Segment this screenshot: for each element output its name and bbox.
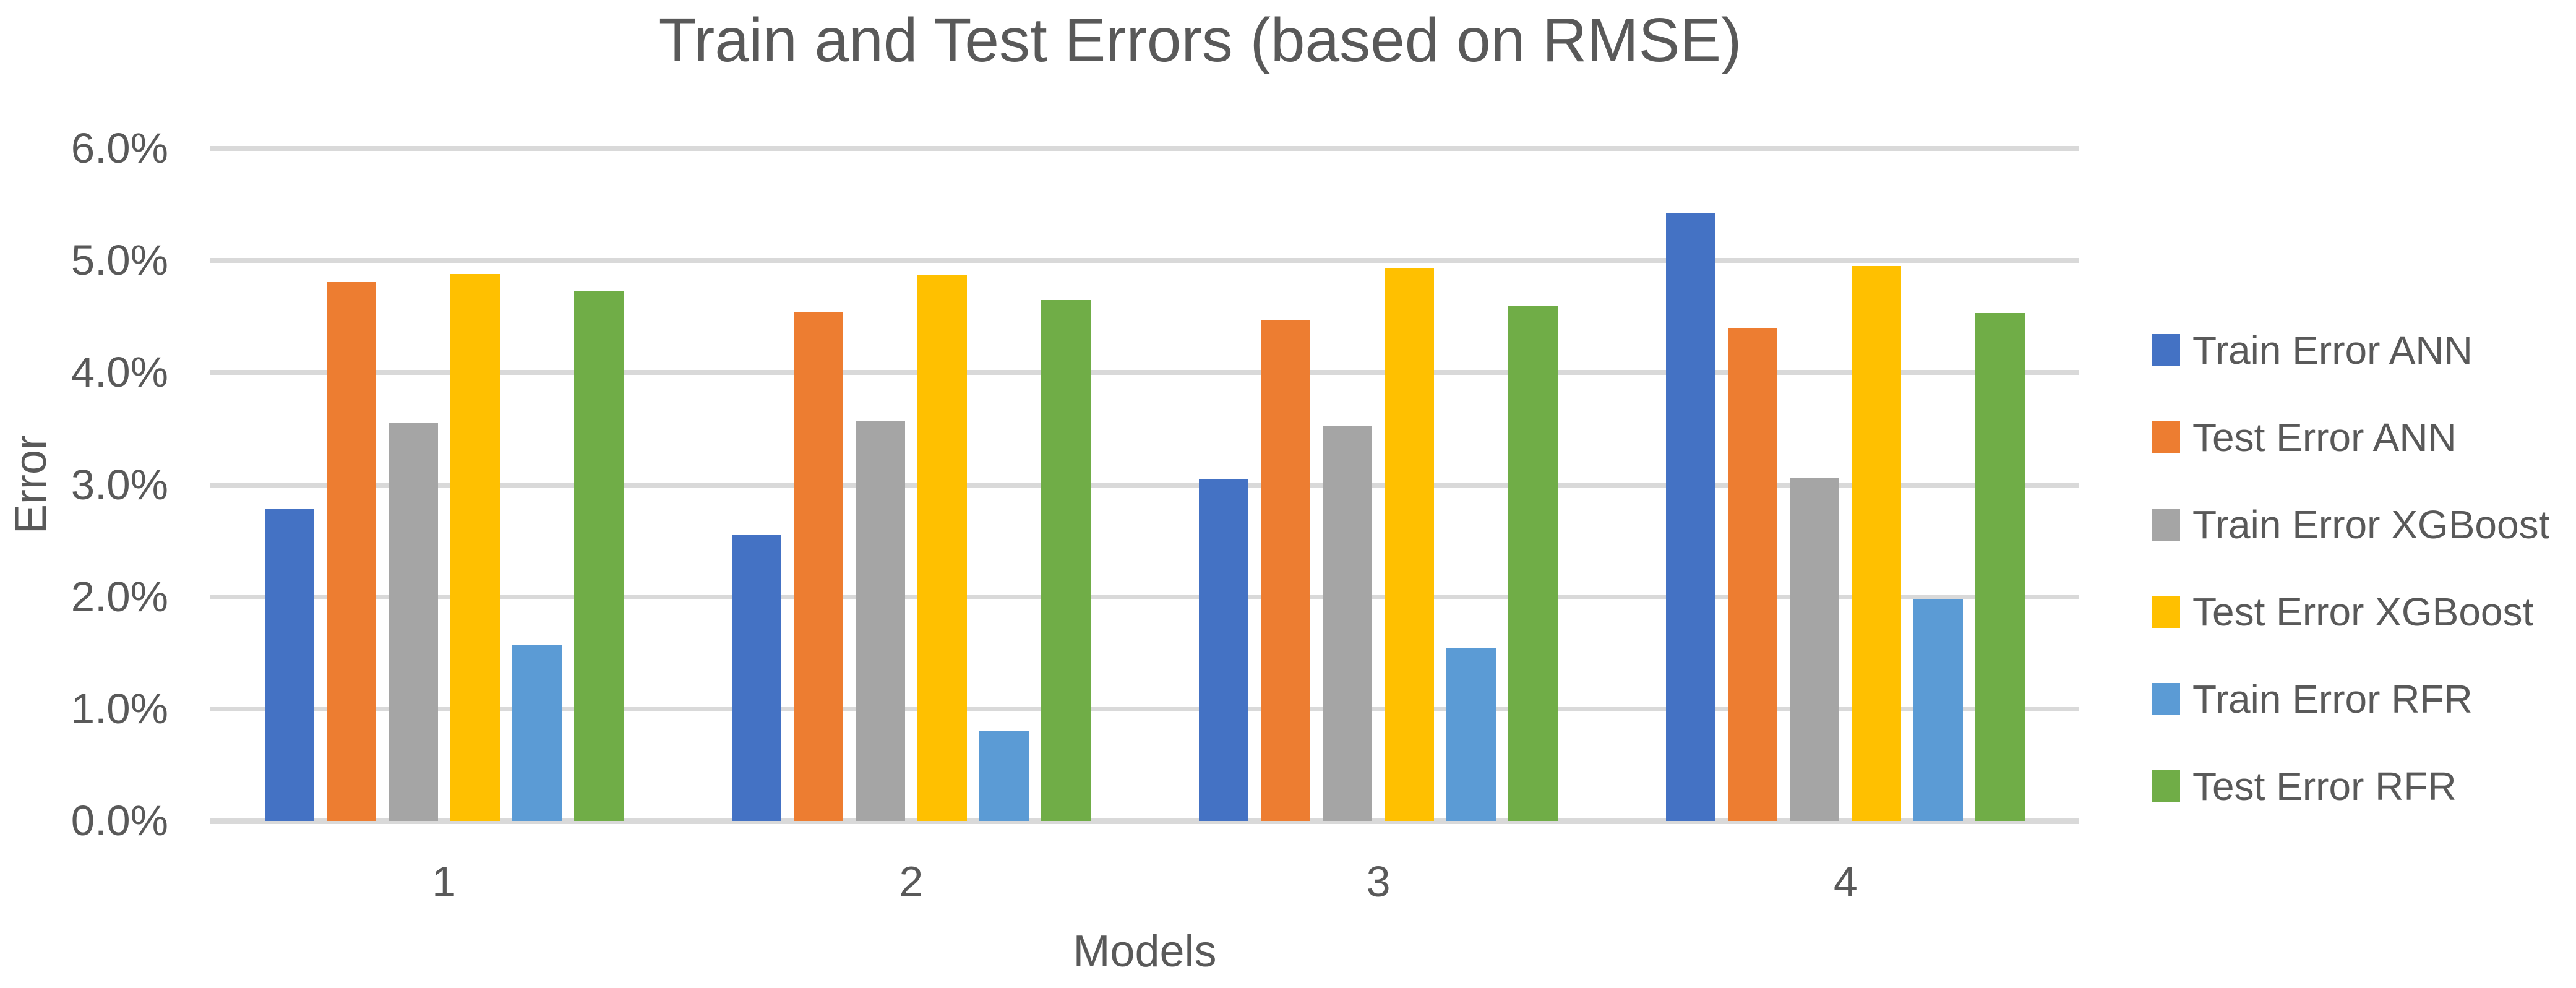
bar-train-error-xgboost-model-1	[388, 423, 438, 821]
x-tick-label-4: 4	[1833, 857, 1858, 906]
y-tick-label: 4.0%	[71, 348, 168, 397]
chart-title: Train and Test Errors (based on RMSE)	[658, 6, 1742, 75]
bar-test-error-rfr-model-1	[573, 291, 624, 821]
y-tick-label: 2.0%	[71, 572, 168, 621]
bar-test-error-rfr-model-2	[1041, 299, 1091, 821]
bar-train-error-rfr-model-3	[1446, 648, 1496, 821]
gridline	[210, 258, 2079, 264]
bar-train-error-xgboost-model-2	[855, 421, 905, 821]
legend-swatch-icon	[2152, 421, 2180, 453]
legend-label: Train Error XGBoost	[2192, 502, 2550, 547]
gridline	[210, 706, 2079, 711]
legend-item-train-error-xgboost: Train Error XGBoost	[2152, 500, 2549, 549]
bar-train-error-rfr-model-1	[512, 645, 562, 821]
bar-test-error-rfr-model-4	[1975, 313, 2025, 821]
bar-train-error-rfr-model-4	[1913, 599, 1964, 821]
gridline	[210, 370, 2079, 376]
bar-group-model-2	[677, 148, 1144, 821]
legend-item-test-error-xgboost: Test Error XGBoost	[2152, 588, 2533, 636]
legend-label: Test Error RFR	[2192, 764, 2457, 809]
bar-test-error-ann-model-4	[1728, 327, 1778, 821]
x-axis-line	[210, 818, 2079, 824]
bar-train-error-ann-model-3	[1199, 479, 1249, 821]
x-axis-title: Models	[1073, 927, 1217, 976]
bar-group-model-1	[210, 148, 677, 821]
legend-swatch-icon	[2152, 683, 2180, 715]
bar-test-error-ann-model-1	[326, 281, 376, 821]
bar-train-error-xgboost-model-4	[1790, 478, 1840, 821]
gridline	[210, 146, 2079, 151]
bar-test-error-xgboost-model-1	[450, 273, 500, 821]
legend-item-train-error-ann: Train Error ANN	[2152, 326, 2473, 374]
bar-train-error-ann-model-4	[1666, 213, 1716, 821]
legend-swatch-icon	[2152, 509, 2180, 541]
bar-test-error-ann-model-3	[1261, 320, 1311, 821]
y-tick-label: 1.0%	[71, 684, 168, 732]
y-tick-label: 0.0%	[71, 797, 168, 844]
bar-train-error-xgboost-model-3	[1323, 426, 1373, 821]
bar-train-error-ann-model-2	[731, 535, 781, 821]
legend-item-test-error-ann: Test Error ANN	[2152, 413, 2457, 462]
bar-test-error-xgboost-model-2	[917, 275, 967, 821]
bar-test-error-xgboost-model-3	[1385, 268, 1435, 821]
plot-area	[210, 146, 2079, 824]
gridline	[210, 594, 2079, 599]
bar-train-error-ann-model-1	[264, 508, 314, 821]
legend-item-test-error-rfr: Test Error RFR	[2152, 762, 2457, 810]
y-tick-label: 6.0%	[71, 124, 168, 172]
gridline	[210, 482, 2079, 488]
legend-label: Test Error XGBoost	[2192, 590, 2534, 634]
y-tick-label: 5.0%	[71, 236, 168, 285]
x-tick-label-3: 3	[1366, 857, 1391, 906]
legend-swatch-icon	[2152, 596, 2180, 628]
x-tick-label-2: 2	[899, 857, 924, 906]
bar-test-error-ann-model-2	[793, 312, 843, 821]
legend-swatch-icon	[2152, 770, 2180, 802]
bar-test-error-rfr-model-3	[1508, 305, 1558, 821]
legend-swatch-icon	[2152, 334, 2180, 366]
x-tick-label-1: 1	[432, 857, 457, 906]
bar-test-error-xgboost-model-4	[1852, 266, 1902, 821]
bar-train-error-rfr-model-2	[979, 731, 1029, 821]
legend-label: Train Error RFR	[2192, 677, 2473, 721]
bar-group-model-4	[1612, 148, 2079, 821]
legend-label: Train Error ANN	[2192, 328, 2473, 372]
legend-item-train-error-rfr: Train Error RFR	[2152, 675, 2473, 723]
bar-group-model-3	[1145, 148, 1612, 821]
legend-label: Test Error ANN	[2192, 415, 2457, 460]
y-tick-label: 3.0%	[71, 460, 168, 509]
